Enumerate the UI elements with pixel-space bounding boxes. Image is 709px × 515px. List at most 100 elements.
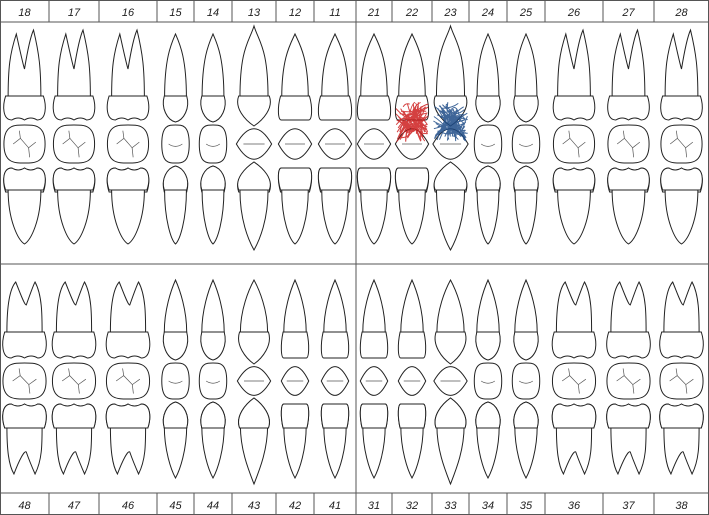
tooth-fissure [562,130,586,158]
tooth-root [514,278,538,333]
tooth-number-lower: 31 [368,500,380,512]
tooth-number-upper: 28 [674,7,688,19]
tooth-number-upper: 21 [367,7,380,19]
tooth-crown [52,95,96,121]
tooth-crown [433,161,468,191]
tooth-22[interactable] [394,32,430,245]
tooth-21[interactable] [356,32,392,245]
tooth-crown [3,167,46,191]
tooth-fissure [480,143,496,147]
tooth-root [55,425,93,476]
tooth-occlusal [52,124,96,164]
tooth-crown [52,167,96,191]
tooth-31[interactable] [359,278,389,480]
tooth-root [7,189,42,245]
mark-scribble [395,101,429,143]
tooth-crown [162,401,189,429]
tooth-crown [359,331,389,359]
tooth-27[interactable] [607,28,650,245]
tooth-number-upper: 17 [68,7,81,19]
tooth-root [281,189,309,245]
tooth-11[interactable] [317,32,353,245]
tooth-12[interactable] [277,32,313,245]
tooth-number-upper: 11 [329,7,340,19]
tooth-crown [200,331,226,361]
tooth-occlusal [511,362,541,400]
tooth-36[interactable] [551,280,597,476]
tooth-24[interactable] [473,32,503,245]
tooth-38[interactable] [659,280,704,476]
tooth-34[interactable] [473,278,503,480]
tooth-41[interactable] [320,278,350,480]
tooth-number-upper: 16 [122,7,135,19]
tooth-crown [660,167,703,191]
tooth-crown [660,95,703,121]
tooth-crown [317,95,353,121]
tooth-occlusal [161,362,190,400]
tooth-root [164,32,187,99]
tooth-occlusal [473,362,503,400]
tooth-44[interactable] [198,278,228,480]
tooth-root [610,425,647,476]
tooth-crown [513,95,539,123]
tooth-root [283,278,307,333]
tooth-crown [551,331,597,359]
tooth-16[interactable] [106,28,150,245]
tooth-43[interactable] [236,278,272,486]
tooth-28[interactable] [660,28,703,245]
tooth-42[interactable] [280,278,310,480]
mark-tooth-23 [433,102,468,142]
tooth-15[interactable] [161,32,190,245]
tooth-number-lower: 41 [329,500,341,512]
tooth-root [436,278,465,333]
tooth-37[interactable] [606,280,651,476]
tooth-root [476,278,500,333]
tooth-root [239,189,269,252]
tooth-crown [356,95,392,121]
tooth-fissure [168,143,183,147]
tooth-fissure [616,130,641,158]
tooth-48[interactable] [2,280,47,476]
tooth-crown [606,331,651,359]
tooth-45[interactable] [161,278,190,480]
tooth-crown [105,403,151,429]
tooth-crown [394,167,430,191]
tooth-crown [277,167,313,191]
tooth-number-lower: 42 [289,500,301,512]
tooth-26[interactable] [552,28,596,245]
tooth-root [201,278,225,333]
tooth-32[interactable] [397,278,427,480]
tooth-root [6,280,43,333]
tooth-occlusal [473,124,503,164]
tooth-47[interactable] [51,280,97,476]
tooth-number-upper: 24 [481,7,494,19]
tooth-number-lower: 47 [68,500,81,512]
tooth-35[interactable] [511,278,541,480]
tooth-occlusal [551,362,597,400]
tooth-46[interactable] [105,280,151,476]
upper-jaw [3,24,703,252]
tooth-crown [105,331,151,359]
tooth-occlusal [659,362,704,400]
tooth-crown [2,331,47,359]
tooth-root [164,189,187,245]
tooth-23[interactable] [432,24,469,252]
tooth-crown [2,403,47,429]
tooth-33[interactable] [433,278,468,486]
tooth-17[interactable] [52,28,96,245]
tooth-root [611,189,646,245]
tooth-25[interactable] [511,32,541,245]
tooth-crown [51,331,97,359]
tooth-number-upper: 14 [207,7,219,19]
tooth-fissure [518,380,534,384]
tooth-13[interactable] [235,24,273,252]
tooth-occlusal [2,362,47,400]
tooth-number-lower: 43 [248,500,261,512]
tooth-crown [434,397,467,429]
tooth-crown [237,161,271,191]
tooth-root [663,280,700,333]
tooth-root [109,425,147,476]
tooth-14[interactable] [198,32,228,245]
tooth-18[interactable] [3,28,46,245]
